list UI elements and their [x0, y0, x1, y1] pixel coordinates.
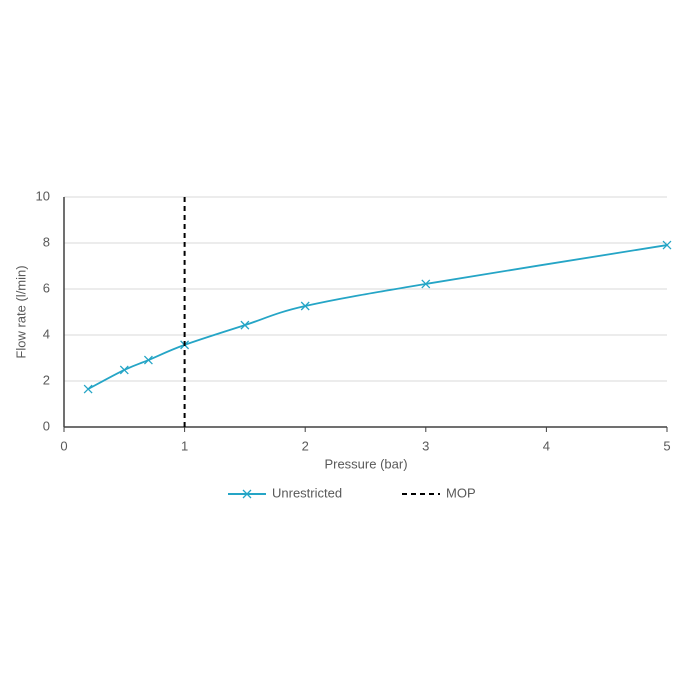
y-tick-label: 6 [43, 280, 50, 295]
series-line [87, 244, 668, 390]
legend-label: MOP [446, 485, 476, 500]
marker [240, 320, 250, 330]
y-tick-label: 8 [43, 234, 50, 249]
marker [421, 279, 431, 289]
y-axis-label: Flow rate (l/min) [13, 265, 28, 358]
x-tick-label: 3 [422, 438, 429, 453]
x-axis-label: Pressure (bar) [324, 456, 407, 471]
x-tick-label: 5 [663, 438, 670, 453]
marker [119, 365, 129, 375]
x-tick-label: 2 [302, 438, 309, 453]
y-tick-label: 10 [36, 188, 50, 203]
marker [143, 355, 153, 365]
x-tick-label: 4 [543, 438, 550, 453]
marker [300, 301, 310, 311]
y-tick-label: 0 [43, 418, 50, 433]
marker [83, 384, 93, 394]
x-tick-label: 1 [181, 438, 188, 453]
y-tick-label: 4 [43, 326, 50, 341]
marker [242, 489, 252, 499]
marker [662, 240, 672, 250]
legend-label: Unrestricted [272, 485, 342, 500]
y-tick-label: 2 [43, 372, 50, 387]
x-tick-label: 0 [60, 438, 67, 453]
